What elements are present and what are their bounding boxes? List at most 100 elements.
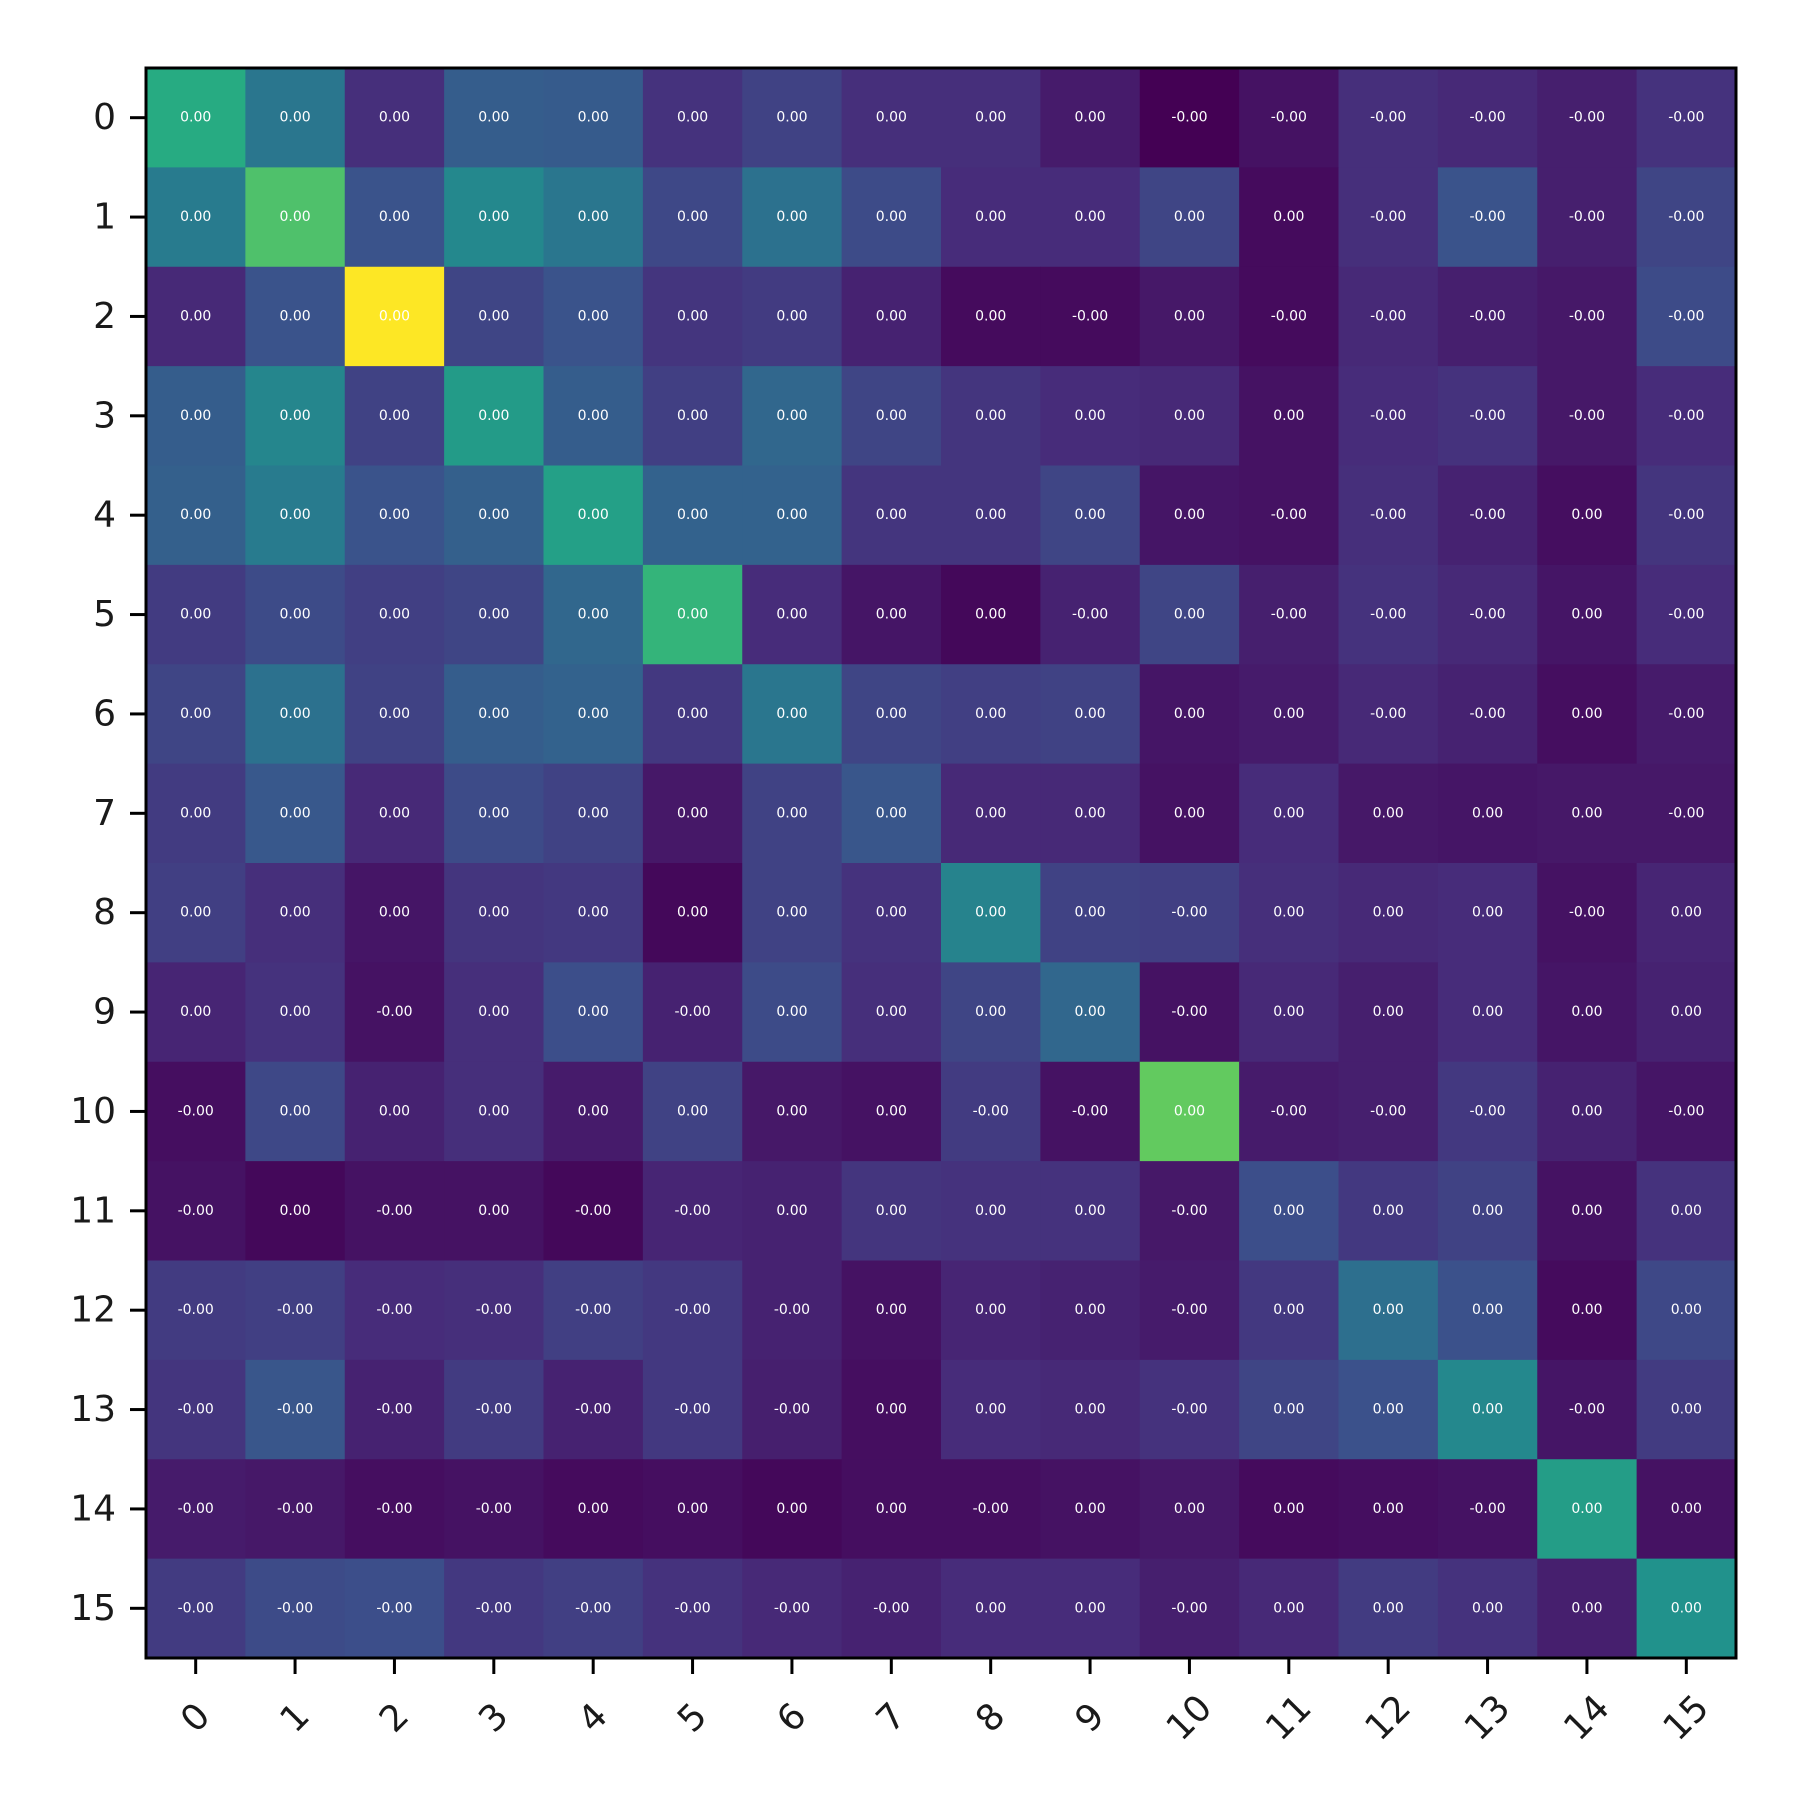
cell-value-label: -0.00 [376, 1501, 412, 1517]
cell-value-label: -0.00 [1171, 1004, 1207, 1020]
heatmap-cell-r8-c14 [1537, 863, 1638, 963]
cell-value-label: 0.00 [876, 905, 907, 921]
cell-value-label: 0.00 [1571, 507, 1602, 523]
cell-value-label: 0.00 [180, 507, 211, 523]
cell-value-label: 0.00 [180, 408, 211, 424]
cell-value-label: 0.00 [379, 209, 410, 225]
heatmap-cell-r7-c11 [1239, 763, 1339, 864]
cell-value-label: -0.00 [1271, 110, 1307, 126]
heatmap-cell-r8-c1 [245, 863, 346, 963]
heatmap-cell-r14-c7 [841, 1459, 942, 1560]
heatmap-cell-r5-c7 [841, 564, 942, 665]
cell-value-label: 0.00 [975, 1302, 1006, 1318]
cell-value-label: -0.00 [277, 1402, 313, 1418]
cell-value-label: 0.00 [578, 1103, 609, 1119]
cell-value-label: 0.00 [1074, 1004, 1105, 1020]
heatmap-cell-r15-c14 [1537, 1558, 1638, 1659]
heatmap-cell-r10-c14 [1537, 1061, 1638, 1162]
cell-value-label: 0.00 [975, 706, 1006, 722]
cell-value-label: 0.00 [1273, 408, 1304, 424]
cell-value-label: -0.00 [1370, 607, 1406, 623]
heatmap-cell-r11-c3 [444, 1161, 544, 1261]
heatmap-cell-r5-c0 [146, 564, 246, 665]
cell-value-label: -0.00 [1072, 607, 1108, 623]
heatmap-cell-r15-c6 [742, 1558, 843, 1659]
heatmap-cell-r10-c9 [1040, 1061, 1141, 1162]
heatmap-cell-r11-c13 [1437, 1161, 1538, 1261]
x-tick-label: 10 [1159, 1687, 1220, 1748]
cell-value-label: 0.00 [876, 1203, 907, 1219]
cell-value-label: 0.00 [578, 905, 609, 921]
heatmap-cell-r3-c4 [543, 366, 644, 466]
heatmap-cell-r6-c7 [841, 664, 942, 765]
cell-value-label: -0.00 [476, 1302, 512, 1318]
cell-value-label: 0.00 [279, 607, 310, 623]
heatmap-cell-r8-c9 [1040, 863, 1141, 963]
cell-value-label: -0.00 [1370, 408, 1406, 424]
cell-value-label: 0.00 [379, 905, 410, 921]
heatmap-cell-r6-c3 [444, 664, 544, 765]
heatmap-cell-r11-c11 [1239, 1161, 1339, 1261]
cell-value-label: -0.00 [178, 1103, 214, 1119]
heatmap-cell-r14-c13 [1437, 1459, 1538, 1560]
cell-value-label: 0.00 [975, 905, 1006, 921]
heatmap-cell-r7-c5 [642, 763, 743, 864]
heatmap-cell-r0-c12 [1338, 68, 1439, 168]
heatmap-cell-r13-c9 [1040, 1359, 1141, 1460]
heatmap-cell-r11-c9 [1040, 1161, 1141, 1261]
heatmap-cell-r12-c12 [1338, 1260, 1439, 1361]
heatmap-cell-r8-c2 [344, 863, 445, 963]
cell-value-label: -0.00 [674, 1600, 710, 1616]
x-tick-label: 11 [1258, 1687, 1319, 1748]
heatmap-cell-r11-c6 [742, 1161, 843, 1261]
heatmap-cell-r7-c13 [1437, 763, 1538, 864]
cell-value-label: 0.00 [975, 1004, 1006, 1020]
cell-value-label: -0.00 [1469, 1501, 1505, 1517]
heatmap-cell-r5-c12 [1338, 564, 1439, 665]
heatmap-cell-r10-c5 [642, 1061, 743, 1162]
heatmap-cell-r14-c1 [245, 1459, 346, 1560]
heatmap-cell-r13-c5 [642, 1359, 743, 1460]
cell-value-label: 0.00 [279, 209, 310, 225]
cell-value-label: 0.00 [180, 607, 211, 623]
cell-value-label: 0.00 [279, 805, 310, 821]
cell-value-label: 0.00 [876, 805, 907, 821]
cell-value-label: 0.00 [1373, 1203, 1404, 1219]
heatmap-cell-r1-c13 [1437, 167, 1538, 268]
heatmap-cell-r11-c1 [245, 1161, 346, 1261]
heatmap-cell-r5-c15 [1636, 564, 1737, 665]
heatmap-cell-r1-c4 [543, 167, 644, 268]
heatmap-cell-r10-c4 [543, 1061, 644, 1162]
cell-value-label: -0.00 [476, 1402, 512, 1418]
heatmap-cell-r8-c7 [841, 863, 942, 963]
heatmap-cell-r10-c13 [1437, 1061, 1538, 1162]
heatmap-cell-r6-c6 [742, 664, 843, 765]
heatmap-cell-r4-c15 [1636, 465, 1737, 566]
cell-value-label: 0.00 [975, 1402, 1006, 1418]
heatmap-cell-r12-c5 [642, 1260, 743, 1361]
cell-value-label: 0.00 [677, 905, 708, 921]
cell-value-label: -0.00 [1370, 308, 1406, 324]
cell-value-label: -0.00 [1469, 308, 1505, 324]
heatmap-cell-r4-c10 [1139, 465, 1240, 566]
heatmap-cell-r13-c15 [1636, 1359, 1737, 1460]
cell-value-label: -0.00 [277, 1600, 313, 1616]
cell-value-label: 0.00 [1671, 905, 1702, 921]
heatmap-cell-r14-c14 [1537, 1459, 1638, 1560]
heatmap-cell-r1-c15 [1636, 167, 1737, 268]
heatmap-cell-r14-c0 [146, 1459, 246, 1560]
cell-value-label: 0.00 [975, 1203, 1006, 1219]
cell-value-label: 0.00 [1472, 905, 1503, 921]
cell-value-label: 0.00 [279, 1004, 310, 1020]
heatmap-cell-r13-c10 [1139, 1359, 1240, 1460]
heatmap-cell-r1-c10 [1139, 167, 1240, 268]
cell-value-label: -0.00 [178, 1302, 214, 1318]
cell-value-label: 0.00 [1571, 1501, 1602, 1517]
heatmap-cell-r12-c1 [245, 1260, 346, 1361]
cell-value-label: 0.00 [1273, 1402, 1304, 1418]
heatmap-cell-r4-c1 [245, 465, 346, 566]
heatmap-cell-r1-c11 [1239, 167, 1339, 268]
heatmap-cell-r12-c11 [1239, 1260, 1339, 1361]
cell-value-label: -0.00 [1370, 1103, 1406, 1119]
